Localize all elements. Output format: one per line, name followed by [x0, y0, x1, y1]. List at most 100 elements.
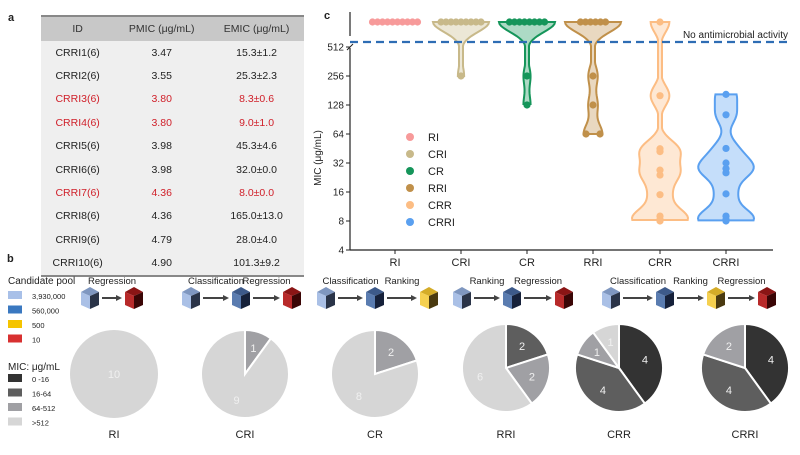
- data-point: [378, 18, 387, 26]
- table-row: CRRI2(6) 3.55 25.3±2.3: [41, 64, 304, 87]
- cube-left: [283, 292, 292, 309]
- pie-value-label: 1: [608, 337, 614, 349]
- cell-id: CRRI6(6): [55, 163, 100, 176]
- pie-label: RI: [109, 429, 120, 441]
- pie-RRI: 2 2 6: [461, 322, 551, 413]
- cube-right: [462, 292, 471, 309]
- cube-pool-500: [420, 287, 438, 309]
- cube-pool-10: [758, 287, 776, 309]
- table-row: CRRI5(6) 3.98 45.3±4.6: [41, 135, 304, 158]
- data-point: [656, 171, 664, 179]
- y-tick-label: 256: [327, 72, 344, 83]
- legend-label: CR: [428, 166, 444, 178]
- pie-slice: [330, 328, 420, 419]
- cube-pool-3930000: [81, 287, 99, 309]
- cube-top: [317, 287, 335, 296]
- data-point: [393, 18, 402, 26]
- legend-label: CRRI: [428, 217, 455, 229]
- y-tick-label: 128: [327, 101, 344, 112]
- legend-marker: [406, 167, 414, 175]
- cube-right: [665, 292, 674, 309]
- table-row: CRRI7(6) 4.36 8.0±0.0: [41, 181, 304, 204]
- mic-swatch: [8, 417, 22, 426]
- pie-slice: [504, 353, 551, 405]
- mic-legend-title: MIC: μg/mL: [8, 362, 60, 373]
- cell-emic: 25.3±2.3: [236, 70, 277, 83]
- cell-pmic: 3.80: [151, 116, 172, 129]
- data-point: [383, 18, 392, 26]
- cube-top: [453, 287, 471, 296]
- data-point: [462, 18, 470, 26]
- cube-left: [232, 292, 241, 309]
- data-point: [596, 18, 605, 26]
- cube-top: [758, 287, 776, 296]
- cell-pmic: 3.55: [151, 70, 172, 83]
- table-row: CRRI1(6) 3.47 15.3±1.2: [41, 41, 304, 64]
- data-point: [722, 159, 730, 167]
- data-point: [722, 111, 730, 119]
- cell-pmic: 3.47: [151, 46, 172, 59]
- table-row: CRRI6(6) 3.98 32.0±0.0: [41, 158, 304, 181]
- table-row: CRRI8(6) 4.36 165.0±13.0: [41, 205, 304, 228]
- cube-left: [125, 292, 134, 309]
- pie-value-label: 10: [108, 369, 120, 381]
- arrow-head: [546, 295, 552, 301]
- cube-pool-500: [707, 287, 725, 309]
- cell-pmic: 4.36: [151, 210, 172, 223]
- data-point: [722, 90, 730, 98]
- cube-pool-10: [125, 287, 143, 309]
- cube-left: [656, 292, 665, 309]
- cube-top: [707, 287, 725, 296]
- data-point: [656, 148, 664, 156]
- cube-left: [758, 292, 767, 309]
- cell-pmic: 4.36: [151, 187, 172, 200]
- cube-pool-3930000: [317, 287, 335, 309]
- panel-label-c: c: [324, 10, 331, 22]
- pie-value-label: 9: [234, 395, 240, 407]
- data-point: [582, 130, 590, 138]
- pie-value-label: 4: [642, 355, 648, 367]
- pool-label: 10: [32, 336, 40, 345]
- arrow-head: [223, 295, 229, 301]
- data-point: [408, 18, 417, 26]
- step-label: Classification: [610, 276, 666, 287]
- cube-pool-560000: [656, 287, 674, 309]
- data-point: [523, 101, 531, 109]
- mic-label: 0 -16: [32, 375, 49, 384]
- mic-swatch: [8, 388, 22, 397]
- pool-swatch: [8, 305, 22, 314]
- workflow-chain: [602, 287, 776, 309]
- data-point: [398, 18, 407, 26]
- cube-top: [232, 287, 250, 296]
- cube-left: [453, 292, 462, 309]
- pie-value-label: 1: [594, 347, 600, 359]
- cell-emic: 8.0±0.0: [239, 187, 275, 200]
- cube-left: [602, 292, 611, 309]
- cube-right: [564, 292, 573, 309]
- cell-pmic: 4.79: [151, 233, 172, 246]
- legend-marker: [406, 201, 414, 209]
- pie-slice: [200, 328, 290, 419]
- cube-pool-560000: [366, 287, 384, 309]
- table-row: CRRI3(6) 3.80 8.3±0.6: [41, 88, 304, 111]
- pie-value-label: 6: [477, 371, 483, 383]
- cell-pmic: 3.98: [151, 140, 172, 153]
- x-tick-label: CR: [519, 257, 535, 269]
- data-point: [510, 18, 519, 26]
- x-tick-label: CRRI: [713, 257, 740, 269]
- cube-left: [366, 292, 375, 309]
- table-header: ID PMIC (μg/mL) EMIC (μg/mL): [41, 16, 304, 41]
- workflow-chain: [81, 287, 143, 309]
- y-tick-label: 64: [333, 130, 345, 141]
- cube-left: [81, 292, 90, 309]
- cube-right: [611, 292, 620, 309]
- step-label: Ranking: [385, 276, 420, 287]
- pie-slice: [701, 322, 746, 370]
- data-point: [368, 18, 377, 26]
- table-row: CRRI9(6) 4.79 28.0±4.0: [41, 228, 304, 251]
- pie-slice: [700, 353, 773, 413]
- data-point: [722, 217, 730, 225]
- x-tick-label: RI: [390, 257, 401, 269]
